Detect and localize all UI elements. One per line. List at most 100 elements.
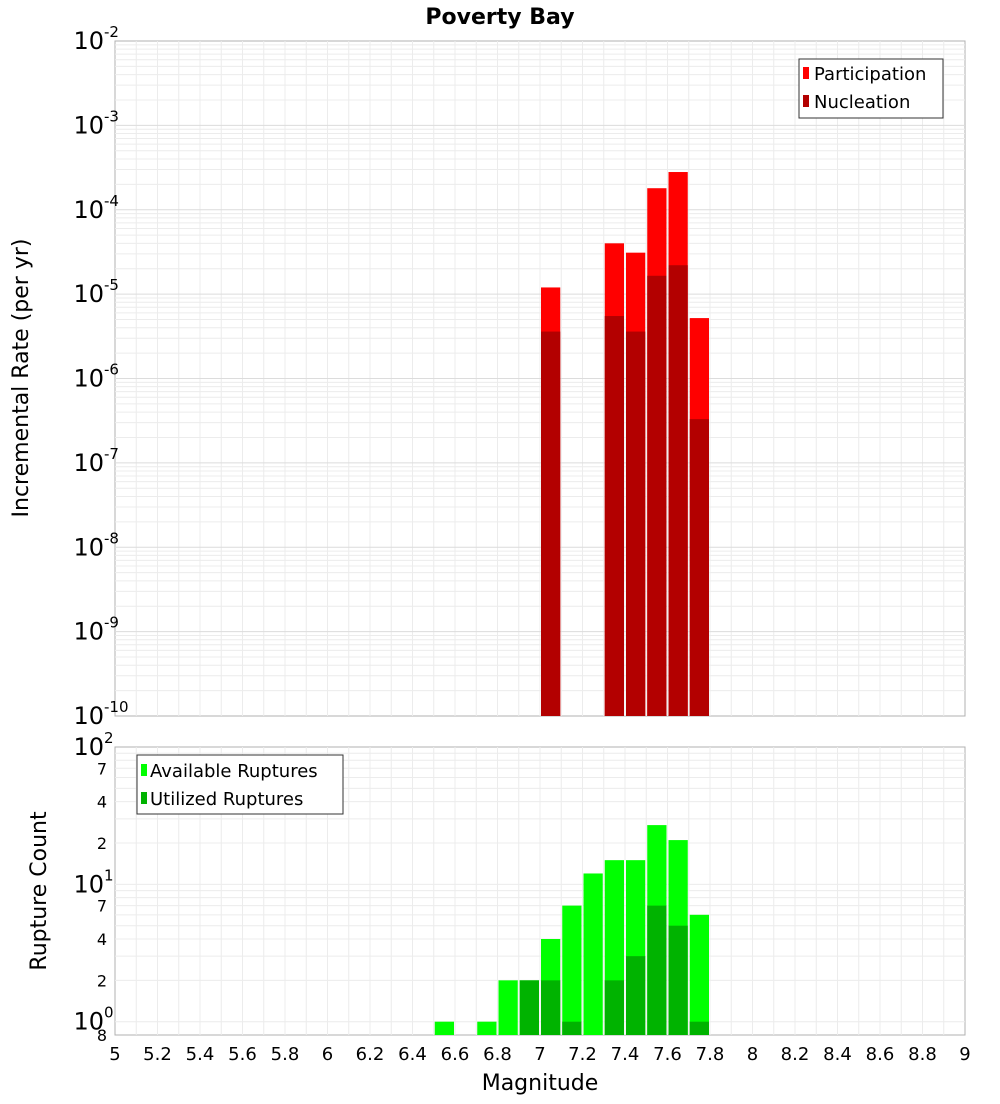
bar-utilized-ruptures-7.55 (647, 905, 667, 1035)
count-y-tick-label: 10 1 (73, 866, 113, 898)
x-tick-label: 7.4 (611, 1044, 640, 1065)
legend-label-available: Available Ruptures (150, 761, 318, 782)
bar-available-ruptures-6.85 (498, 980, 518, 1035)
svg-text:10: 10 (73, 533, 104, 561)
count-plot-bars (434, 825, 709, 1035)
count-y-axis-label: Rupture Count (27, 811, 52, 971)
bar-nucleation-7.75 (689, 419, 709, 716)
bar-nucleation-7.05 (541, 331, 561, 716)
legend-label-nucleation: Nucleation (814, 92, 910, 113)
count-y-minor-tick-label: 7 (97, 759, 107, 778)
x-tick-label: 5.6 (228, 1044, 257, 1065)
x-tick-label: 8.2 (781, 1044, 810, 1065)
x-tick-label: 8.4 (823, 1044, 852, 1065)
rate-y-tick-label: 10 -7 (73, 445, 119, 477)
x-axis-ticks: 5 5.2 5.4 5.6 5.8 6 6.2 6.4 6.6 6.8 7 7.2 7.4 7.6 7.8 8… (109, 1044, 970, 1065)
bar-utilized-ruptures-6.95 (519, 980, 539, 1035)
count-y-tick-label: 10 0 (73, 1004, 113, 1036)
bar-available-ruptures-7.25 (583, 873, 603, 1035)
legend-swatch-nucleation (803, 95, 809, 107)
svg-text:-2: -2 (104, 23, 119, 41)
bar-available-ruptures-7.15 (562, 905, 582, 1035)
svg-text:1: 1 (104, 866, 114, 884)
svg-text:0: 0 (104, 1004, 114, 1022)
svg-text:-5: -5 (104, 276, 119, 294)
svg-text:-9: -9 (104, 614, 119, 632)
count-y-minor-tick-label: 4 (97, 930, 107, 949)
x-tick-label: 8.6 (866, 1044, 895, 1065)
svg-text:10: 10 (73, 196, 104, 224)
x-tick-label: 8.8 (908, 1044, 937, 1065)
x-tick-label: 6.4 (398, 1044, 427, 1065)
x-tick-label: 6 (322, 1044, 333, 1065)
svg-text:-7: -7 (104, 445, 119, 463)
x-tick-label: 7.8 (696, 1044, 725, 1065)
bar-nucleation-7.55 (647, 275, 667, 716)
x-axis-label: Magnitude (482, 1071, 599, 1096)
count-y-minor-tick-label: 8 (97, 1026, 107, 1045)
rate-y-tick-label: 10 -6 (73, 361, 119, 393)
bar-nucleation-7.65 (668, 265, 688, 716)
svg-text:10: 10 (73, 449, 104, 477)
x-tick-label: 5.2 (143, 1044, 172, 1065)
legend-swatch-participation (803, 67, 809, 79)
rate-y-tick-label: 10 -9 (73, 614, 119, 646)
svg-text:10: 10 (73, 618, 104, 646)
legend-swatch-available (141, 764, 147, 776)
rate-y-tick-label: 10 -10 (73, 698, 128, 730)
count-y-minor-tick-label: 7 (97, 897, 107, 916)
svg-text:10: 10 (73, 27, 104, 55)
count-y-tick-label: 10 2 (73, 729, 113, 761)
x-tick-label: 7.6 (653, 1044, 682, 1065)
x-tick-label: 5 (109, 1044, 120, 1065)
svg-text:-6: -6 (104, 361, 119, 379)
svg-text:10: 10 (73, 702, 104, 730)
svg-text:10: 10 (73, 280, 104, 308)
rate-y-tick-label: 10 -2 (73, 23, 119, 55)
bar-available-ruptures-6.55 (434, 1021, 454, 1035)
svg-text:10: 10 (73, 870, 104, 898)
bar-available-ruptures-6.75 (477, 1021, 497, 1035)
rate-y-tick-label: 10 -4 (73, 192, 119, 224)
svg-text:-3: -3 (104, 107, 119, 125)
bar-utilized-ruptures-7.35 (604, 980, 624, 1035)
count-y-minor-tick-label: 2 (97, 971, 107, 990)
rate-y-tick-label: 10 -5 (73, 276, 119, 308)
bar-utilized-ruptures-7.05 (541, 980, 561, 1035)
bar-utilized-ruptures-7.65 (668, 925, 688, 1035)
x-tick-label: 6.6 (441, 1044, 470, 1065)
bar-available-ruptures-7.75 (689, 914, 709, 1035)
svg-text:10: 10 (73, 365, 104, 393)
svg-text:10: 10 (73, 733, 104, 761)
svg-text:-8: -8 (104, 529, 119, 547)
rate-legend-box (798, 58, 944, 119)
rate-y-tick-label: 10 -3 (73, 107, 119, 139)
svg-text:-10: -10 (104, 698, 129, 716)
count-y-minor-tick-label: 4 (97, 793, 107, 812)
x-tick-label: 8 (747, 1044, 758, 1065)
bar-utilized-ruptures-7.75 (689, 1021, 709, 1035)
svg-text:10: 10 (73, 111, 104, 139)
bar-nucleation-7.35 (604, 316, 624, 716)
bar-utilized-ruptures-7.15 (562, 1021, 582, 1035)
bar-nucleation-7.45 (626, 331, 646, 716)
rate-legend: Participation Nucleation (798, 58, 944, 119)
x-tick-label: 7.2 (568, 1044, 597, 1065)
rate-y-axis-label: Incremental Rate (per yr) (9, 239, 34, 518)
legend-label-participation: Participation (814, 64, 926, 85)
x-tick-label: 5.8 (271, 1044, 300, 1065)
legend-label-utilized: Utilized Ruptures (150, 789, 303, 810)
count-plot-grid (115, 747, 965, 1035)
svg-text:10: 10 (73, 1008, 104, 1036)
x-tick-label: 5.4 (186, 1044, 215, 1065)
rate-y-tick-label: 10 -8 (73, 529, 119, 561)
x-tick-label: 6.2 (356, 1044, 385, 1065)
bar-utilized-ruptures-7.45 (626, 956, 646, 1035)
svg-text:-4: -4 (104, 192, 119, 210)
rate-plot-bars (541, 172, 709, 717)
count-legend-box (136, 754, 344, 815)
